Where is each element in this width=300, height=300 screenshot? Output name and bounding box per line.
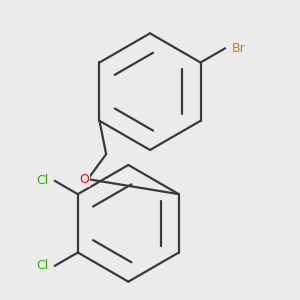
Text: O: O [80,173,89,186]
Text: Cl: Cl [36,259,48,272]
Text: Br: Br [232,42,245,55]
Text: Cl: Cl [36,174,48,187]
